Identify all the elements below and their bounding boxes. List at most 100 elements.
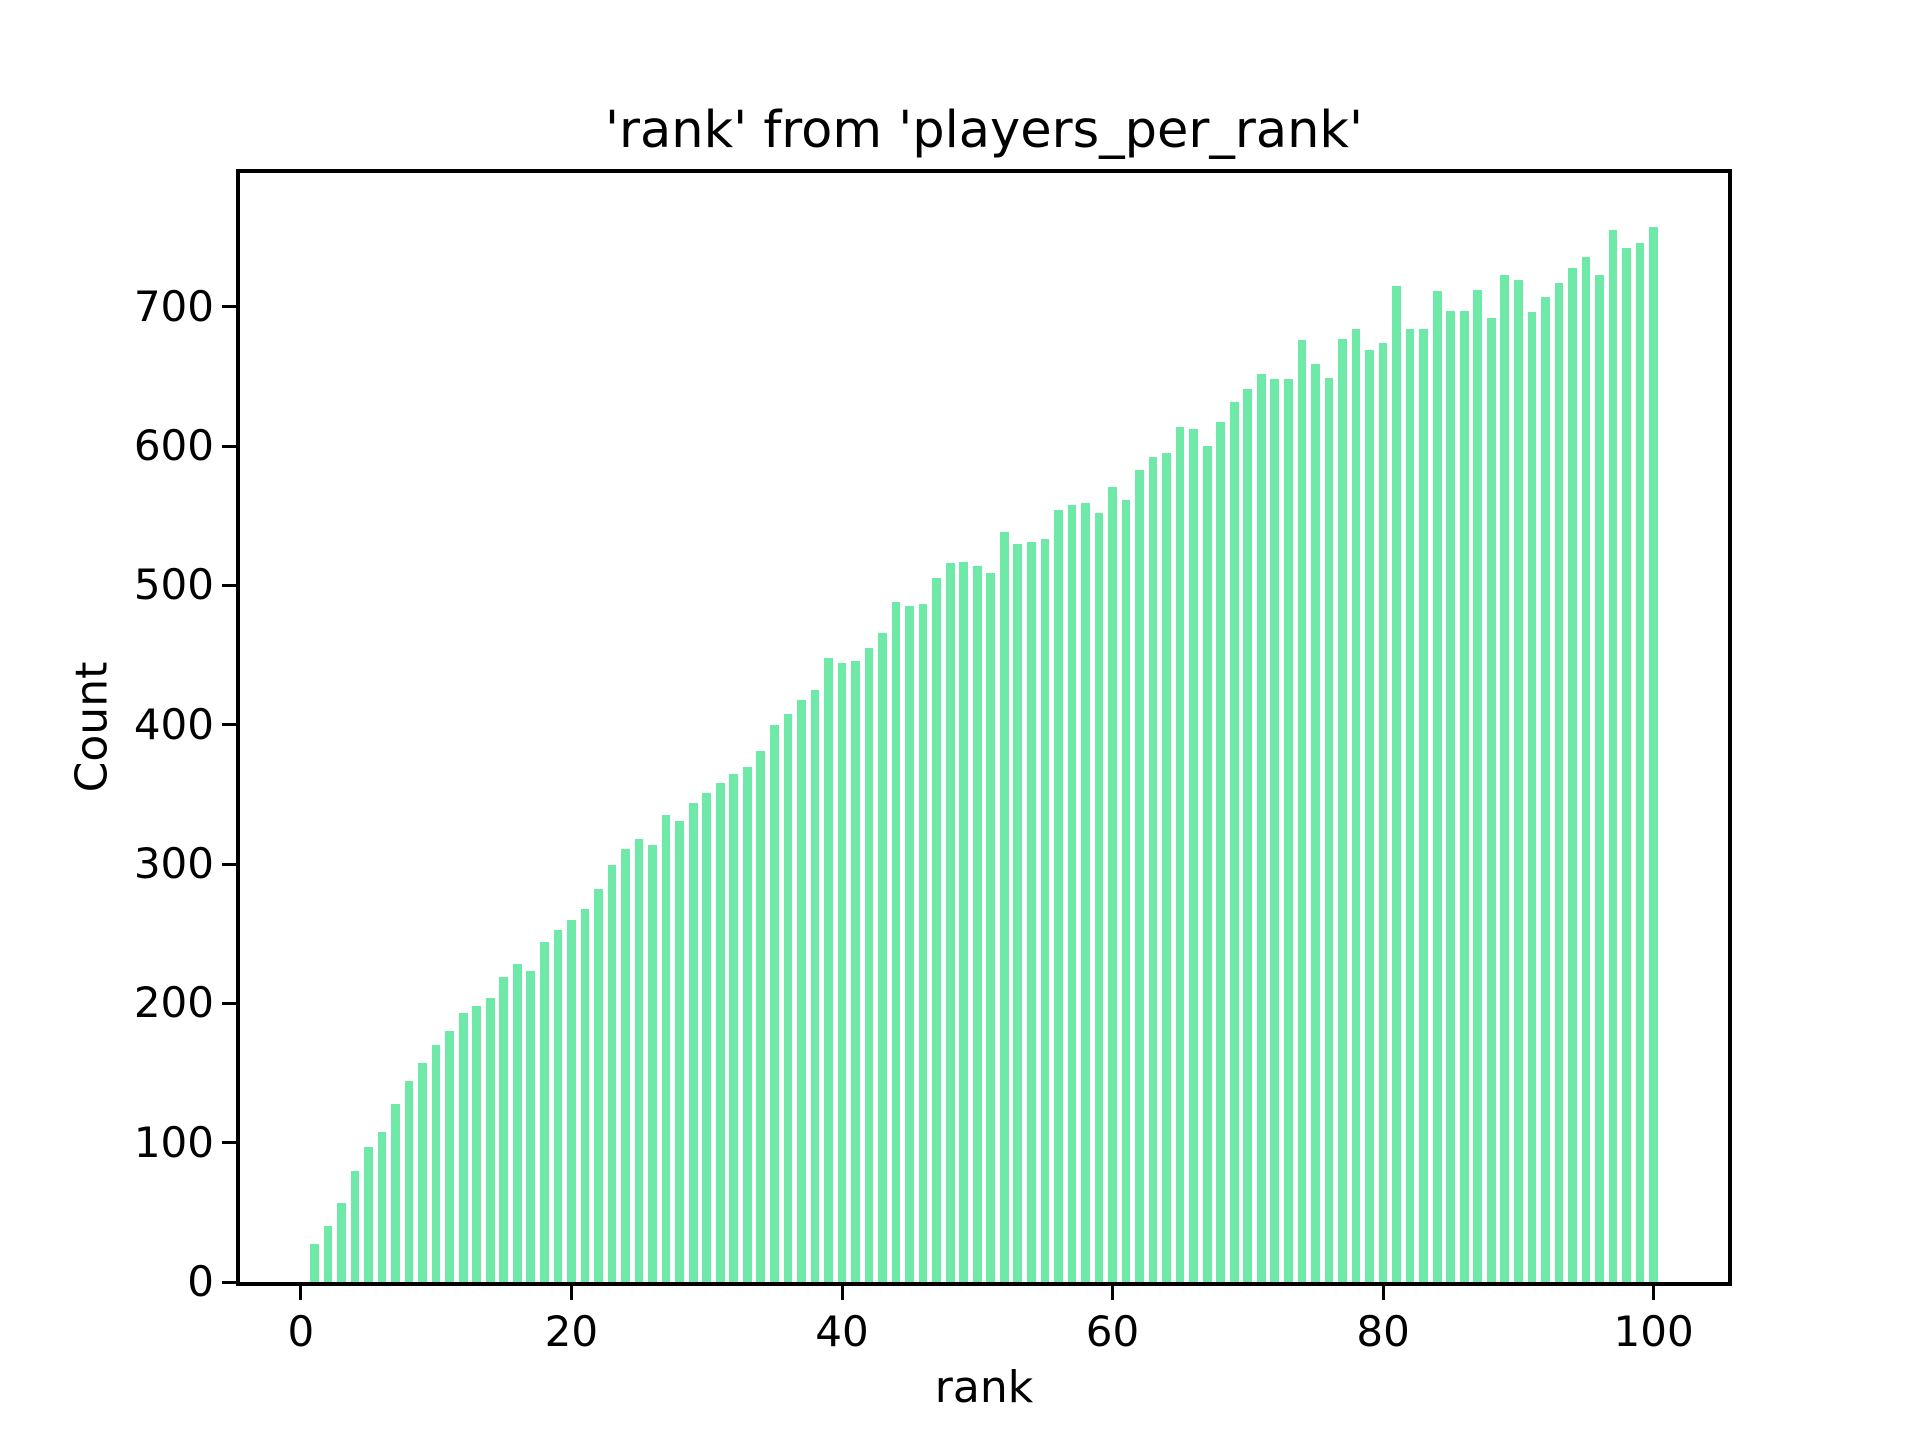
bar: [648, 844, 657, 1282]
bar: [824, 657, 833, 1282]
bar: [391, 1103, 400, 1282]
bar: [1351, 329, 1361, 1282]
x-tick-mark: [299, 1286, 303, 1300]
x-tick-mark: [1381, 1286, 1385, 1300]
bar: [512, 964, 522, 1282]
bar: [458, 1013, 468, 1282]
bar: [1419, 329, 1428, 1282]
bar: [986, 572, 996, 1282]
bar: [1162, 453, 1171, 1282]
bar: [310, 1244, 319, 1282]
bar: [1189, 429, 1199, 1282]
bar: [1554, 283, 1564, 1282]
bar: [337, 1202, 346, 1282]
bar: [364, 1146, 373, 1282]
x-tick-mark: [569, 1286, 573, 1300]
bar: [350, 1170, 360, 1282]
y-tick-label: 700: [133, 281, 214, 331]
bar: [445, 1031, 455, 1282]
bar: [594, 889, 603, 1282]
y-tick-mark: [222, 444, 236, 448]
bar: [1432, 291, 1442, 1282]
bar: [1608, 230, 1618, 1282]
bar: [1378, 343, 1388, 1282]
bar: [1175, 426, 1185, 1282]
bar: [1229, 401, 1239, 1282]
bar: [323, 1226, 333, 1282]
y-tick-mark: [222, 862, 236, 866]
bar: [1026, 542, 1036, 1282]
y-tick-label: 300: [133, 839, 214, 888]
bar: [1473, 290, 1483, 1282]
bar: [1513, 280, 1523, 1282]
bar: [1054, 510, 1063, 1282]
bar: [932, 578, 942, 1282]
bar: [1216, 422, 1226, 1282]
bar: [1121, 500, 1131, 1282]
bar: [972, 565, 982, 1282]
bar: [675, 820, 684, 1282]
bar: [485, 997, 495, 1282]
bar: [431, 1045, 441, 1282]
y-tick-label: 200: [133, 978, 214, 1028]
bar: [729, 773, 739, 1282]
bar: [688, 802, 698, 1282]
bar: [1649, 227, 1658, 1282]
bar: [918, 603, 928, 1282]
bar: [769, 724, 779, 1282]
bar: [621, 848, 630, 1282]
bar: [1270, 379, 1280, 1282]
bar: [540, 942, 549, 1282]
bar: [1635, 242, 1645, 1282]
bar: [999, 532, 1009, 1282]
x-axis-label: rank: [934, 1362, 1034, 1413]
bar: [1148, 457, 1158, 1282]
x-tick-label: 0: [287, 1307, 315, 1356]
bar: [1094, 512, 1104, 1282]
bar: [1040, 539, 1050, 1282]
y-tick-label: 500: [133, 560, 214, 610]
bar: [1108, 486, 1117, 1282]
plot-area: [236, 169, 1732, 1286]
y-tick-label: 600: [133, 421, 214, 471]
bar: [472, 1006, 482, 1282]
bar: [756, 751, 766, 1282]
bar: [607, 865, 617, 1282]
bar: [1284, 379, 1293, 1282]
bar: [702, 793, 712, 1282]
y-tick-label: 0: [187, 1257, 214, 1306]
y-tick-mark: [222, 305, 236, 309]
bar: [742, 766, 752, 1282]
bar: [634, 839, 644, 1282]
x-tick-mark: [1111, 1286, 1114, 1300]
bar: [553, 929, 563, 1282]
bar: [1202, 446, 1212, 1282]
x-tick-label: 100: [1613, 1307, 1694, 1356]
bar: [715, 783, 725, 1282]
bar: [1405, 329, 1415, 1282]
bar: [1581, 256, 1591, 1282]
bar: [905, 606, 914, 1282]
y-tick-label: 100: [133, 1117, 214, 1167]
bar: [1067, 504, 1077, 1282]
y-tick-mark: [222, 723, 236, 727]
bar: [1081, 503, 1090, 1282]
x-tick-mark: [840, 1286, 844, 1300]
x-tick-label: 80: [1356, 1307, 1410, 1356]
y-tick-mark: [222, 583, 236, 587]
bar: [1243, 388, 1253, 1282]
bar: [783, 713, 793, 1282]
y-tick-mark: [222, 1280, 236, 1284]
bar: [377, 1131, 387, 1282]
x-tick-mark: [1652, 1286, 1656, 1300]
bar: [1527, 312, 1537, 1282]
bar: [1338, 338, 1347, 1282]
bar: [810, 689, 820, 1282]
bar: [1135, 469, 1144, 1282]
bar: [1446, 310, 1456, 1282]
bars-container: [240, 173, 1728, 1282]
bar: [851, 660, 860, 1282]
bar: [1622, 248, 1631, 1282]
bar: [1459, 310, 1469, 1282]
bar: [1324, 377, 1334, 1282]
